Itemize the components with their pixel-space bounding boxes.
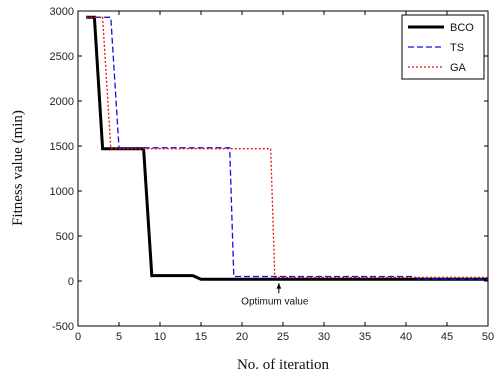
x-tick-label: 40: [400, 331, 412, 343]
legend: BCO TS GA: [401, 14, 485, 80]
y-tick-label: -500: [52, 321, 74, 333]
x-tick-label: 25: [277, 331, 289, 343]
annotations: Optimum value: [241, 283, 309, 307]
x-tick-label: 45: [441, 331, 453, 343]
x-tick-label: 5: [116, 331, 122, 343]
x-axis-label: No. of iteration: [237, 357, 330, 373]
x-tick-label: 30: [318, 331, 330, 343]
y-tick-label: 1000: [50, 186, 74, 198]
y-axis-label: Fitness value (min): [10, 110, 26, 226]
y-tick-label: 2500: [50, 51, 74, 63]
y-tick-label: 3000: [50, 6, 74, 18]
x-tick-label: 35: [359, 331, 371, 343]
annotation-arrowhead: [276, 283, 282, 289]
y-tick-label: 1500: [50, 141, 74, 153]
x-tick-label: 20: [236, 331, 248, 343]
x-tick-label: 10: [154, 331, 166, 343]
y-tick-label: 0: [68, 276, 74, 288]
x-tick-label: 50: [482, 331, 494, 343]
series-line-bco: [86, 15, 488, 281]
x-tick-label: 15: [195, 331, 207, 343]
axis-ticks: 0 5 10 15 20 25 30 35 40 45 50-5000500100015002000…: [50, 6, 495, 343]
series-lines: [86, 15, 488, 281]
legend-label-bco: BCO: [450, 22, 474, 34]
series-line-ga: [86, 16, 488, 279]
legend-label-ga: GA: [450, 62, 467, 74]
y-tick-label: 500: [56, 231, 74, 243]
x-tick-label: 0: [75, 331, 81, 343]
legend-label-ts: TS: [450, 42, 464, 54]
y-tick-label: 2000: [50, 96, 74, 108]
series-line-ts: [86, 16, 488, 280]
annotation-label: Optimum value: [241, 296, 309, 307]
